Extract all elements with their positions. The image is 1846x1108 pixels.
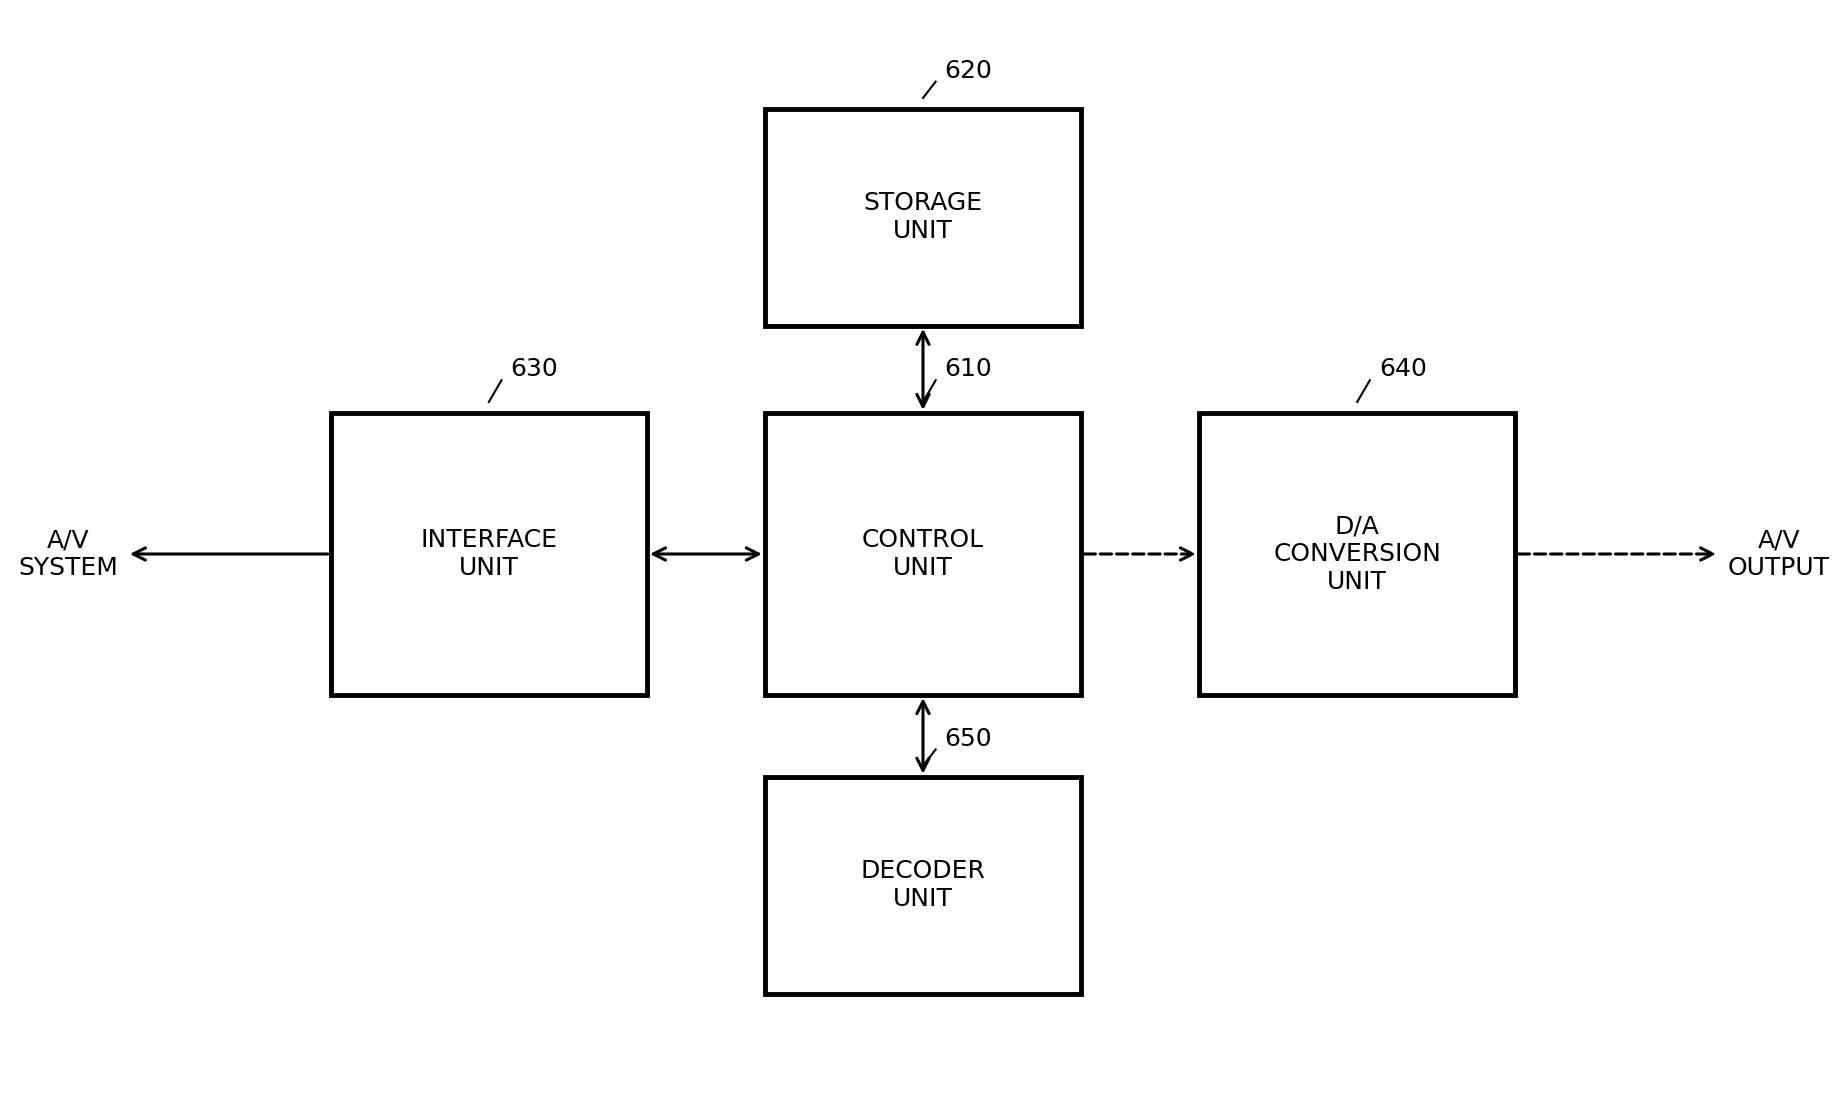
Bar [764,777,1082,994]
Text: 650: 650 [945,727,993,750]
Text: 630: 630 [511,358,557,381]
Bar [1198,413,1516,695]
Text: A/V
SYSTEM: A/V SYSTEM [18,529,118,579]
Text: 610: 610 [945,358,993,381]
Bar [330,413,648,695]
Text: DECODER
UNIT: DECODER UNIT [860,860,986,911]
Bar [764,109,1082,326]
Text: 620: 620 [945,59,993,83]
Text: A/V
OUTPUT: A/V OUTPUT [1728,529,1829,579]
Text: STORAGE
UNIT: STORAGE UNIT [864,192,982,244]
Text: 640: 640 [1379,358,1427,381]
Text: INTERFACE
UNIT: INTERFACE UNIT [421,529,557,579]
Text: D/A
CONVERSION
UNIT: D/A CONVERSION UNIT [1274,514,1442,594]
Text: CONTROL
UNIT: CONTROL UNIT [862,529,984,579]
Bar [764,413,1082,695]
